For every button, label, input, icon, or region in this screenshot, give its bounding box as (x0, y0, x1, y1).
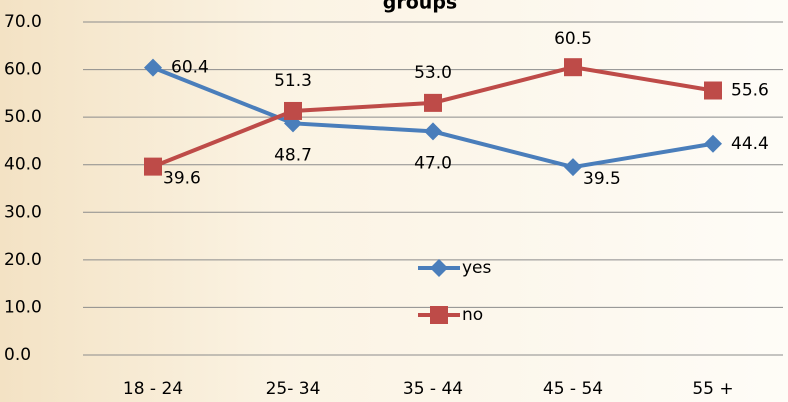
point (704, 134, 722, 153)
point (144, 157, 162, 176)
legend-marker (430, 306, 448, 324)
data-label: 53.0 (414, 63, 452, 83)
x-tick-label: 35 - 44 (403, 379, 463, 399)
legend-marker (430, 259, 448, 277)
y-tick-label: 20.0 (4, 250, 42, 270)
data-label: 60.4 (171, 58, 209, 78)
chart-title: groups (383, 0, 457, 14)
data-label: 47.0 (414, 153, 452, 173)
x-tick-label: 25- 34 (266, 379, 321, 399)
point (564, 58, 582, 77)
x-tick-label: 18 - 24 (123, 379, 183, 399)
legend-label: yes (462, 258, 492, 278)
data-label: 39.6 (163, 169, 201, 189)
y-tick-label: 0.0 (4, 345, 31, 365)
y-tick-label: 10.0 (4, 297, 42, 317)
y-tick-label: 40.0 (4, 155, 42, 175)
data-label: 39.5 (583, 169, 621, 189)
x-tick-label: 55 + (692, 379, 733, 399)
point (704, 81, 722, 100)
data-label: 44.4 (731, 134, 769, 154)
y-tick-label: 30.0 (4, 202, 42, 222)
legend-label: no (462, 305, 483, 325)
data-label: 48.7 (274, 145, 312, 165)
y-tick-label: 50.0 (4, 107, 42, 127)
point (564, 158, 582, 177)
x-tick-label: 45 - 54 (543, 379, 603, 399)
y-tick-label: 60.0 (4, 60, 42, 80)
point (284, 101, 302, 120)
data-label: 55.6 (731, 81, 769, 101)
y-tick-label: 70.0 (4, 12, 42, 32)
data-label: 60.5 (554, 29, 592, 49)
point (424, 122, 442, 141)
point (144, 58, 162, 77)
point (424, 93, 442, 112)
data-label: 51.3 (274, 71, 312, 91)
